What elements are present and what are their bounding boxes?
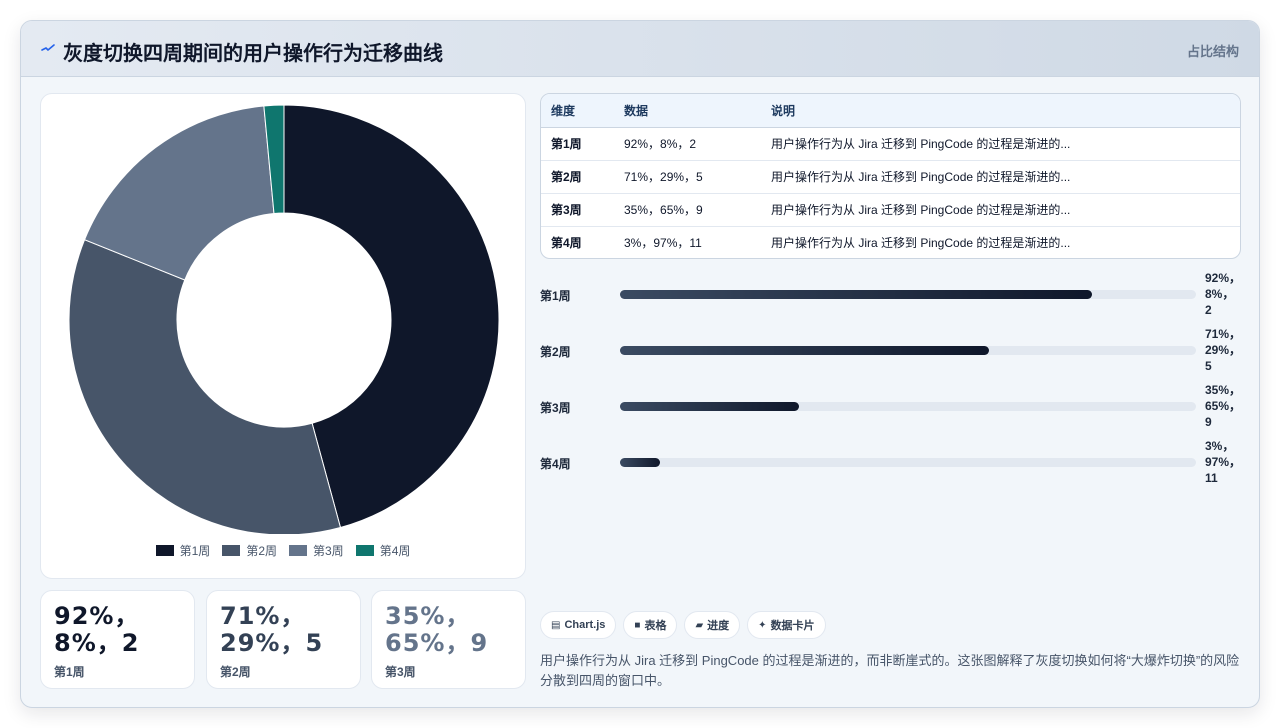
legend-swatch (155, 545, 174, 556)
sparkle-icon: ✦ (758, 619, 767, 631)
table-header-description: 说明 (761, 94, 1240, 128)
donut-slice-2[interactable] (68, 239, 342, 534)
kpi-card: 92%，8%，2 第1周 (40, 590, 195, 689)
progress-fill (620, 290, 1093, 299)
progress-label: 第4周 (540, 457, 571, 471)
table-cell: 35%，65%，9 (614, 193, 761, 227)
progress-fill (620, 346, 989, 355)
header: 灰度切换四周期间的用户操作行为迁移曲线 占比结构 (21, 21, 1259, 77)
progress-row: 第1周 92%， 8%， 2 (540, 270, 1241, 320)
progress-value: 35%， 65%， 9 (1205, 383, 1242, 429)
table-cell: 第4周 (551, 236, 582, 251)
progress-row: 第3周 35%， 65%， 9 (540, 382, 1241, 432)
header-right-label: 占比结构 (1186, 44, 1239, 59)
table-icon: ■ (634, 619, 641, 631)
table-cell: 3%，97%，11 (624, 236, 702, 251)
progress-fill (620, 402, 799, 411)
legend-item[interactable]: 第1周 (155, 542, 211, 559)
donut-chart (68, 104, 500, 534)
tag-label: Chart.js (564, 619, 606, 631)
progress-row: 第2周 71%， 29%， 5 (540, 326, 1241, 376)
table-cell: 用户操作行为从 Jira 迁移到 PingCode 的过程是渐进的... (761, 160, 1240, 194)
progress-track (620, 458, 1196, 467)
kpi-card: 71%，29%，5 第2周 (206, 590, 361, 689)
progress-value: 3%， 97%， 11 (1205, 439, 1242, 485)
table-row: 第2周 71%，29%，5 用户操作行为从 Jira 迁移到 PingCode … (541, 160, 1240, 194)
kpi-label: 第3周 (385, 665, 416, 679)
legend-label: 第4周 (379, 544, 411, 558)
tag-[interactable]: ▰ 进度 (684, 611, 741, 639)
table-cell: 第3周 (541, 193, 614, 227)
table-cell: 用户操作行为从 Jira 迁移到 PingCode 的过程是渐进的... (771, 236, 1071, 251)
table-row: 第1周 92%，8%，2 用户操作行为从 Jira 迁移到 PingCode 的… (541, 127, 1240, 161)
chart-icon: ▤ (551, 619, 561, 631)
donut-slice-3[interactable] (83, 105, 275, 281)
kpi-value: 71%，29%，5 (220, 602, 324, 657)
progress-track (620, 290, 1196, 299)
kpi-label: 第2周 (220, 665, 251, 679)
tag-list: ▤ Chart.js ■ 表格 ▰ 进度 ✦ 数据卡片 (540, 611, 826, 639)
progress-fill (620, 458, 661, 467)
table-row: 第4周 3%，97%，11 用户操作行为从 Jira 迁移到 PingCode … (541, 226, 1240, 258)
legend-swatch (355, 545, 374, 556)
tag-[interactable]: ■ 表格 (623, 611, 678, 639)
chart-legend: 第1周 第2周 第3周 第4周 (41, 542, 525, 559)
progress-row: 第4周 3%， 97%， 11 (540, 438, 1241, 488)
progress-value: 92%， 8%， 2 (1205, 271, 1242, 317)
table-cell: 92%，8%，2 (614, 127, 761, 161)
donut-chart-panel: 第1周 第2周 第3周 第4周 (40, 93, 526, 579)
tag-label: 表格 (644, 620, 667, 632)
page-title: 灰度切换四周期间的用户操作行为迁移曲线 (63, 43, 443, 65)
table-cell: 用户操作行为从 Jira 迁移到 PingCode 的过程是渐进的... (761, 193, 1240, 227)
dashboard-card: 灰度切换四周期间的用户操作行为迁移曲线 占比结构 第1周 第2周 第3周 第4周 92… (20, 20, 1260, 708)
table-header-row: 维度 数据 说明 (541, 94, 1240, 128)
progress-label: 第1周 (540, 289, 571, 303)
table-cell: 71%，29%，5 (614, 160, 761, 194)
table-header-dimension: 维度 (541, 94, 614, 128)
table-cell: 第1周 (541, 127, 614, 161)
pulse-icon (41, 44, 55, 51)
progress-icon: ▰ (695, 619, 704, 631)
tag-chartjs[interactable]: ▤ Chart.js (540, 611, 617, 639)
kpi-label: 第1周 (54, 665, 85, 679)
table-cell: 用户操作行为从 Jira 迁移到 PingCode 的过程是渐进的... (761, 127, 1240, 161)
tag-label: 进度 (707, 620, 730, 632)
legend-item[interactable]: 第4周 (355, 542, 411, 559)
legend-label: 第2周 (246, 544, 277, 558)
progress-track (620, 346, 1196, 355)
data-table: 维度 数据 说明 第1周 92%，8%，2 用户操作行为从 Jira 迁移到 P… (540, 93, 1241, 259)
legend-item[interactable]: 第2周 (222, 542, 277, 559)
legend-label: 第1周 (179, 544, 211, 558)
tag-label: 数据卡片 (770, 620, 815, 632)
kpi-value: 35%，65%，9 (385, 602, 489, 657)
legend-item[interactable]: 第3周 (289, 542, 344, 559)
progress-value: 71%， 29%， 5 (1205, 327, 1242, 373)
table-row: 第3周 35%，65%，9 用户操作行为从 Jira 迁移到 PingCode … (541, 193, 1240, 227)
kpi-card: 35%，65%，9 第3周 (371, 590, 526, 689)
description-text: 用户操作行为从 Jira 迁移到 PingCode 的过程是渐进的，而非断崖式的… (540, 653, 1240, 688)
progress-label: 第2周 (540, 345, 571, 359)
table-cell: 第2周 (541, 160, 614, 194)
tag-[interactable]: ✦ 数据卡片 (747, 611, 826, 639)
kpi-value: 92%，8%，2 (54, 602, 140, 657)
legend-swatch (222, 545, 241, 556)
donut-slice-4[interactable] (263, 104, 285, 215)
donut-slice-1[interactable] (283, 104, 500, 529)
table-header-data: 数据 (614, 94, 761, 128)
legend-swatch (289, 545, 307, 556)
progress-track (620, 402, 1196, 411)
legend-label: 第3周 (313, 544, 344, 558)
progress-label: 第3周 (540, 401, 571, 415)
